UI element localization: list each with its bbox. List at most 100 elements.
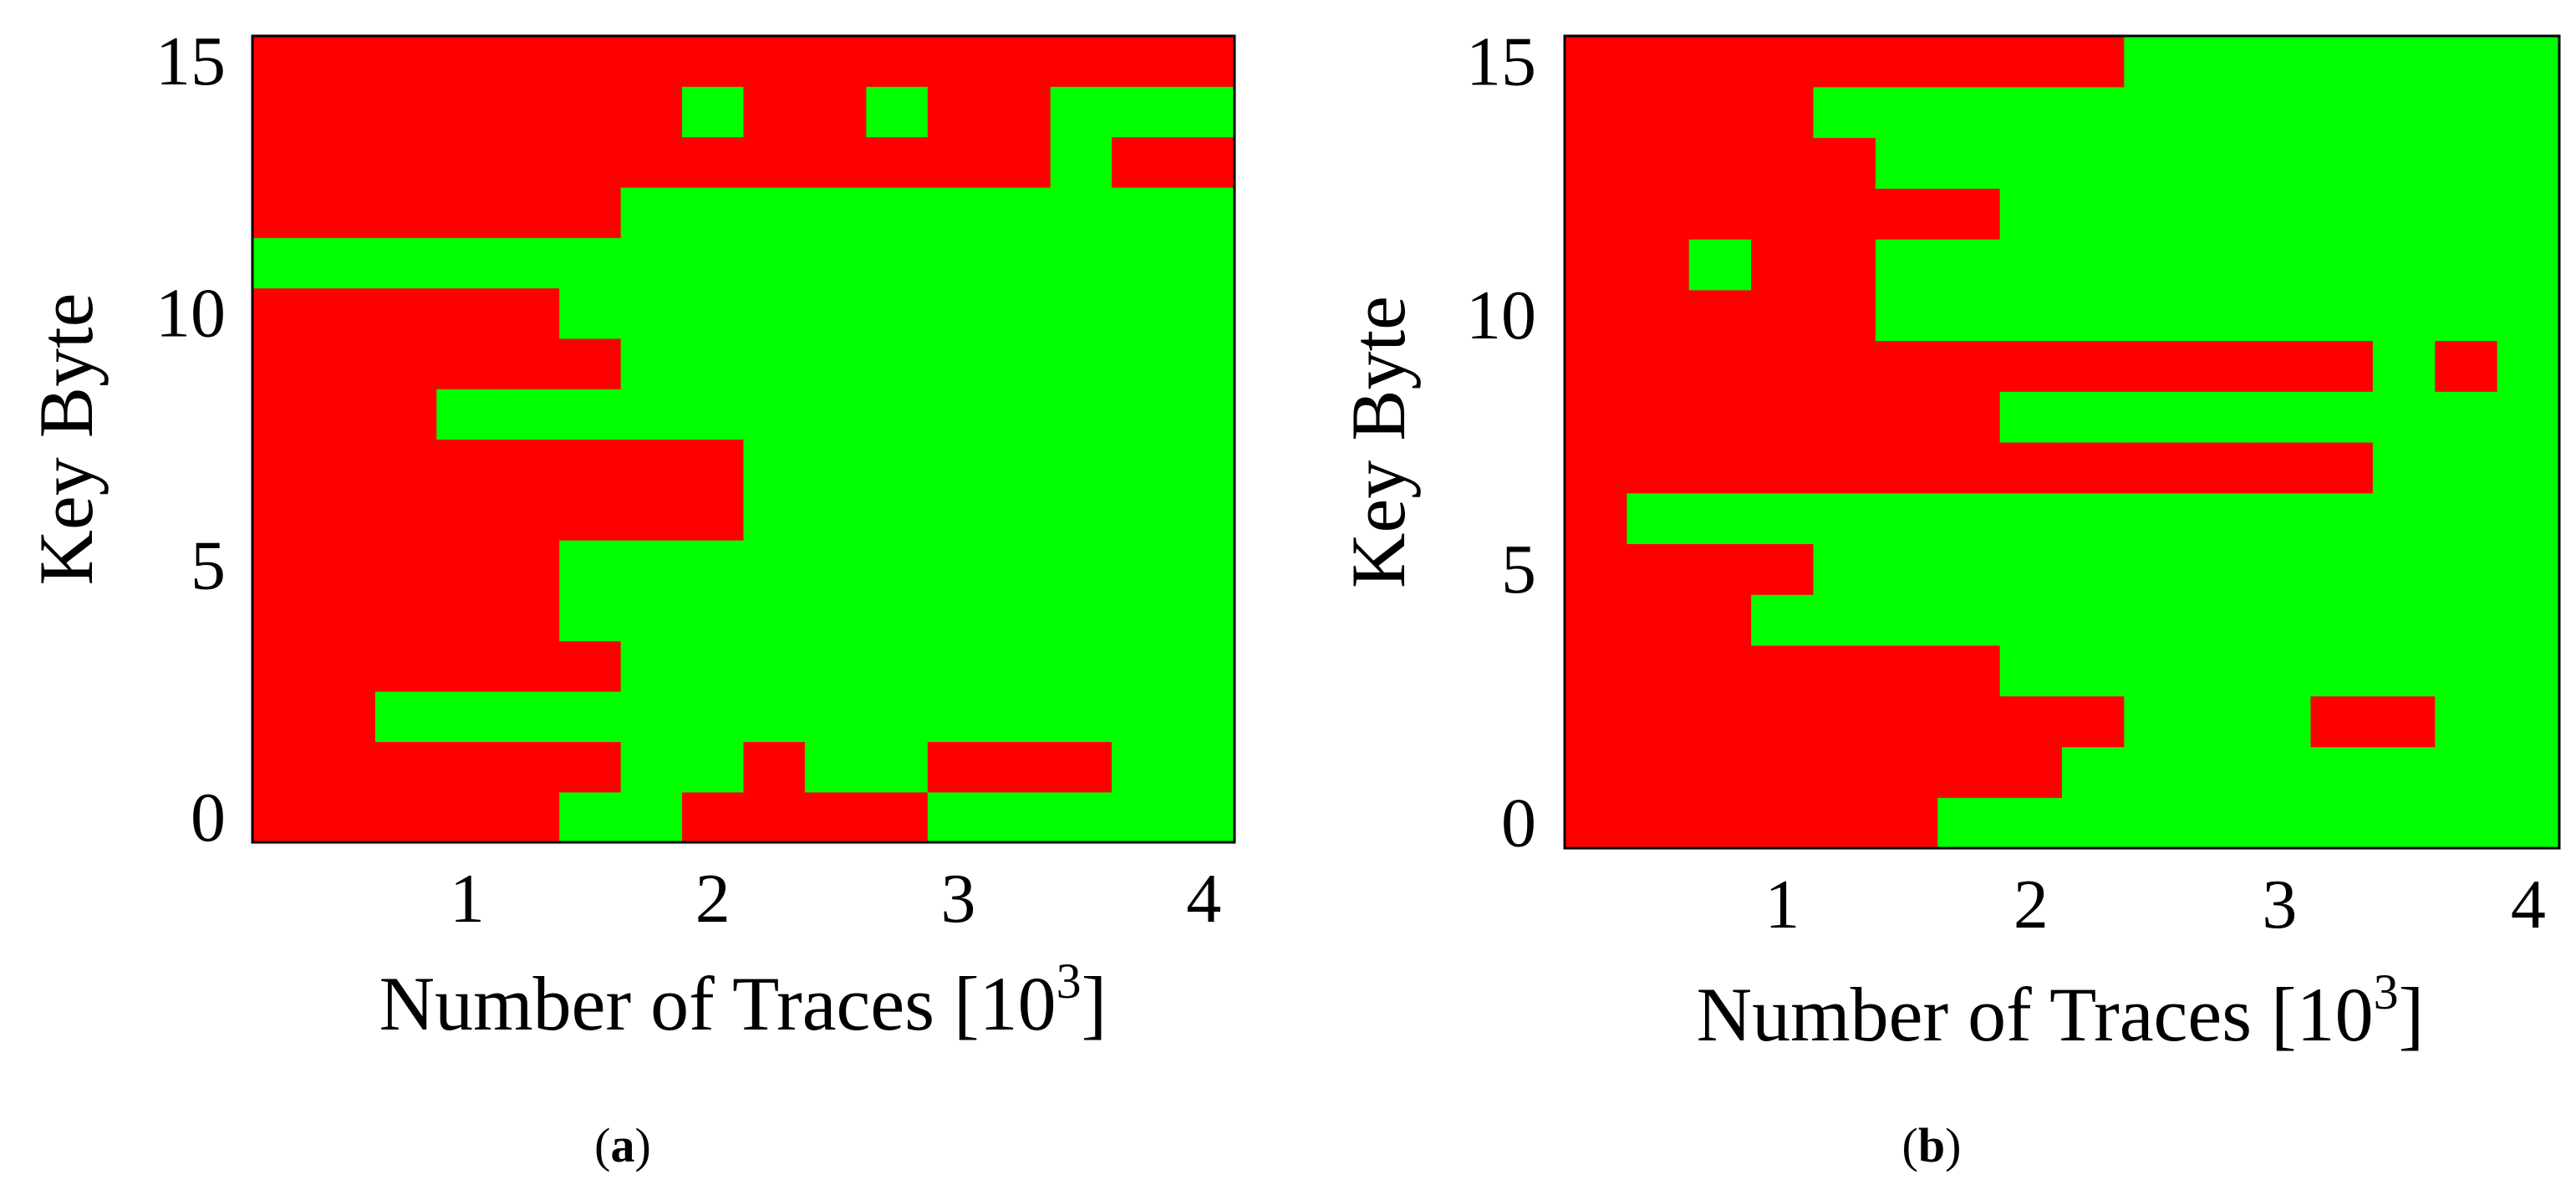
heatmap-cell (682, 338, 745, 389)
heatmap-cell (2248, 746, 2312, 798)
heatmap-cell (682, 439, 745, 491)
heatmap-cell (989, 540, 1051, 592)
heatmap-cell (559, 741, 622, 793)
heatmap-cell (1112, 136, 1174, 188)
heatmap-cell (2062, 340, 2125, 392)
heatmap-cell (682, 590, 745, 642)
heatmap-cell (2186, 442, 2249, 494)
heatmap-cell (1050, 691, 1112, 742)
heatmap-cell (2435, 543, 2498, 595)
heatmap-cell (252, 640, 315, 692)
heatmap-cell (374, 791, 437, 843)
heatmap-cell (1875, 86, 1938, 139)
heatmap-cell (1627, 645, 1690, 697)
heatmap-cell (1050, 540, 1112, 592)
heatmap-cell (497, 691, 560, 742)
heatmap-cell (1875, 188, 1938, 240)
heatmap-cell (1173, 791, 1235, 843)
heatmap-cell (1751, 188, 1815, 240)
heatmap-cell (2248, 188, 2312, 240)
heatmap-cell (1050, 741, 1112, 793)
heatmap-cell (436, 439, 499, 491)
heatmap-cell (2186, 543, 2249, 595)
heatmap-cell (1937, 289, 2001, 342)
heatmap-cell (374, 590, 437, 642)
heatmap-cell (682, 186, 745, 238)
x-axis-label: Number of Traces [103] (1697, 964, 2425, 1057)
heatmap-cell (559, 691, 622, 742)
heatmap-cell (497, 389, 560, 440)
heatmap-cell (497, 287, 560, 339)
heatmap-cell (1999, 695, 2063, 748)
heatmap-cell (2062, 492, 2125, 545)
heatmap-cell (866, 691, 929, 742)
heatmap-cell (2124, 797, 2187, 849)
heatmap-cell (1751, 695, 1815, 748)
x-axis-label-exponent: 3 (2374, 964, 2399, 1020)
heatmap-cell (804, 338, 867, 389)
heatmap-cell (1688, 746, 1752, 798)
heatmap-cell (2497, 289, 2560, 342)
heatmap-cell (2435, 340, 2498, 392)
heatmap-cell (682, 136, 745, 188)
heatmap-cell (620, 36, 683, 87)
heatmap-cell (2124, 695, 2187, 748)
heatmap-cell (1813, 239, 1876, 291)
heatmap-cell (1751, 746, 1815, 798)
heatmap-cell (1112, 36, 1174, 87)
x-axis-label-end: ] (1082, 961, 1107, 1046)
heatmap-cell (682, 540, 745, 592)
caption-paren: ( (594, 1118, 610, 1172)
heatmap-cell (2124, 492, 2187, 545)
heatmap-cell (559, 389, 622, 440)
heatmap-cell (1813, 543, 1876, 595)
heatmap-cell (2372, 86, 2436, 139)
heatmap-cell (1688, 86, 1752, 139)
heatmap-cell (1050, 489, 1112, 541)
heatmap-cell (1751, 239, 1815, 291)
heatmap-cell (1813, 442, 1876, 494)
heatmap-cell (1050, 791, 1112, 843)
heatmap-cell (2310, 137, 2374, 189)
heatmap-cell (804, 590, 867, 642)
heatmap-cell (2372, 239, 2436, 291)
heatmap-cell (1999, 492, 2063, 545)
heatmap-cell (1173, 741, 1235, 793)
heatmap-cell (2497, 797, 2560, 849)
heatmap-cell (2497, 543, 2560, 595)
x-tick-label: 4 (1186, 860, 1221, 938)
heatmap-cell (1751, 137, 1815, 189)
x-axis-label-end: ] (2399, 972, 2425, 1057)
heatmap-cell (2248, 442, 2312, 494)
heatmap-cell (2372, 391, 2436, 443)
heatmap-cell (682, 741, 745, 793)
heatmap-cell (2062, 86, 2125, 139)
heatmap-cell (866, 136, 929, 188)
heatmap-cell (927, 540, 990, 592)
heatmap-cell (743, 36, 806, 87)
heatmap-cell (2248, 645, 2312, 697)
heatmap-cell (313, 439, 376, 491)
heatmap-cell (1937, 695, 2001, 748)
heatmap-cell (1937, 492, 2001, 545)
heatmap-cell (1875, 645, 1938, 697)
heatmap-cell (1627, 492, 1690, 545)
heatmap-cell (252, 489, 315, 541)
heatmap-cell (1112, 439, 1174, 491)
heatmap-cell (436, 691, 499, 742)
heatmap-cell (497, 136, 560, 188)
heatmap-cell (1565, 36, 1627, 88)
heatmap-cell (2310, 594, 2374, 646)
heatmap-cell (866, 590, 929, 642)
heatmap-cell (927, 691, 990, 742)
heatmap-cell (374, 338, 437, 389)
heatmap-cell (252, 186, 315, 238)
heatmap-cell (559, 540, 622, 592)
heatmap-cell (2435, 289, 2498, 342)
heatmap-cell (252, 741, 315, 793)
heatmap-cell (927, 237, 990, 289)
heatmap-cell (1999, 340, 2063, 392)
heatmap-cell (1112, 791, 1174, 843)
heatmap-cell (682, 86, 745, 138)
heatmap-cell (2497, 492, 2560, 545)
